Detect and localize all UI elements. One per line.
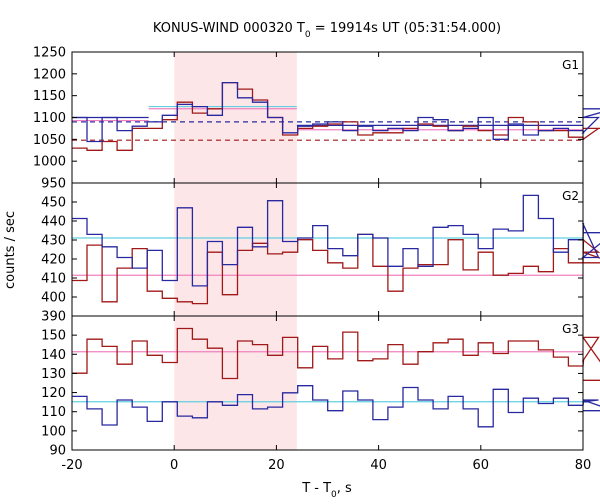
y-tick-label: 450: [41, 196, 66, 211]
y-tick-label: 1050: [33, 133, 66, 148]
panel-label-g3: G3: [562, 322, 579, 336]
panel-frame: [71, 182, 584, 317]
series-blue-g3: [72, 385, 600, 428]
x-tick-label: 80: [575, 458, 592, 473]
panel-frame: [71, 315, 584, 451]
y-tick-label: 100: [41, 424, 66, 439]
y-tick-label: 1100: [33, 111, 66, 126]
panel-label-g2: G2: [562, 189, 579, 203]
x-tick-label: 40: [370, 458, 387, 473]
x-tick-label: 0: [170, 458, 178, 473]
series-blue-g2: [72, 194, 600, 287]
panel-g3: 90 100 110 120 130 140 150 G3: [41, 315, 600, 459]
y-tick-label: 1200: [33, 67, 66, 82]
y-tick-label: 410: [41, 272, 66, 287]
y-tick-label: 440: [41, 215, 66, 230]
series-blue-g1: [72, 81, 600, 143]
y-tick-label: 120: [41, 386, 66, 401]
y-tick-label: 110: [41, 405, 66, 420]
y-tick-label: 90: [49, 444, 66, 459]
y-tick-label: 390: [41, 310, 66, 325]
y-tick-label: 1250: [33, 46, 66, 61]
y-tick-label: 400: [41, 291, 66, 306]
series-red-g2: [72, 233, 600, 305]
y-tick-label: 1000: [33, 155, 66, 170]
panel-g2: 390 400 410 420 430 440 450 G2: [41, 182, 600, 325]
panel-g1: 950 1000 1050 1100 1150 1200 1250 G1: [33, 46, 600, 192]
x-tick-label: 60: [473, 458, 490, 473]
y-tick-label: 150: [41, 329, 66, 344]
y-tick-label: 950: [41, 177, 66, 192]
y-axis-label: counts / sec: [3, 211, 18, 289]
x-tick-label: 20: [268, 458, 285, 473]
y-tick-label: 430: [41, 234, 66, 249]
y-tick-label: 130: [41, 367, 66, 382]
y-tick-label: 420: [41, 253, 66, 268]
y-tick-label: 1150: [33, 89, 66, 104]
x-tick-label: -20: [61, 458, 82, 473]
chart-title: KONUS-WIND 000320 T0 = 19914s UT (05:31:…: [153, 21, 501, 40]
series-red-g3: [72, 327, 600, 381]
x-axis-label: T - T0, s: [301, 481, 352, 500]
y-tick-label: 140: [41, 348, 66, 363]
source-interval-shade: [174, 52, 297, 450]
panel-label-g1: G1: [562, 58, 579, 72]
